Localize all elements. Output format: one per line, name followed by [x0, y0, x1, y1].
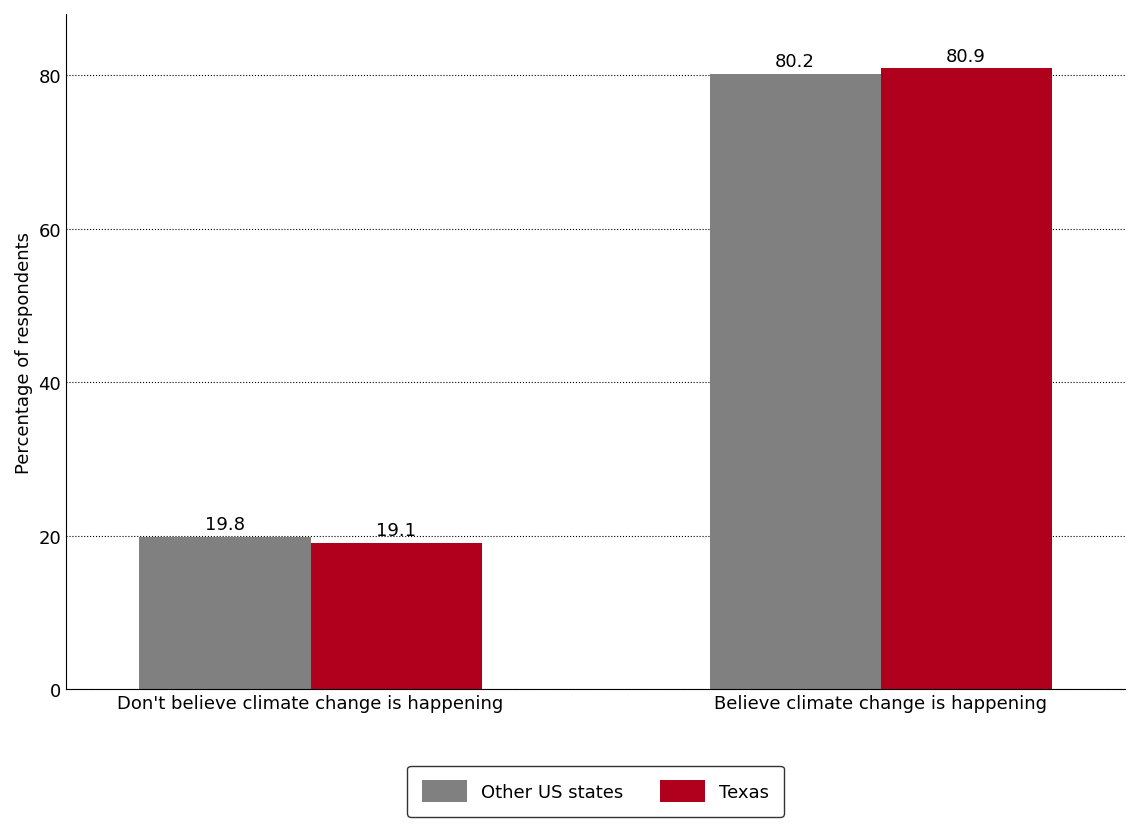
Text: 19.8: 19.8 — [205, 516, 245, 534]
Bar — [881, 70, 1052, 690]
Text: 80.9: 80.9 — [946, 47, 986, 65]
Legend: Other US states, Texas: Other US states, Texas — [407, 766, 784, 816]
Bar — [310, 543, 481, 690]
Bar — [139, 537, 310, 690]
Text: 19.1: 19.1 — [376, 521, 416, 539]
Y-axis label: Percentage of respondents: Percentage of respondents — [15, 231, 33, 473]
Text: 80.2: 80.2 — [775, 53, 815, 71]
Bar — [709, 75, 881, 690]
